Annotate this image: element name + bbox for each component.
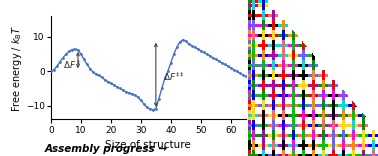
Y-axis label: Free energy / $k_\mathrm{B}T$: Free energy / $k_\mathrm{B}T$ bbox=[10, 24, 25, 112]
X-axis label: Size of structure: Size of structure bbox=[105, 140, 191, 150]
Text: $\Delta F^\ddagger$: $\Delta F^\ddagger$ bbox=[63, 59, 81, 71]
Text: $\Delta F^{\ddagger\ddagger}$: $\Delta F^{\ddagger\ddagger}$ bbox=[163, 70, 185, 83]
Text: Assembly progress →: Assembly progress → bbox=[44, 144, 167, 154]
